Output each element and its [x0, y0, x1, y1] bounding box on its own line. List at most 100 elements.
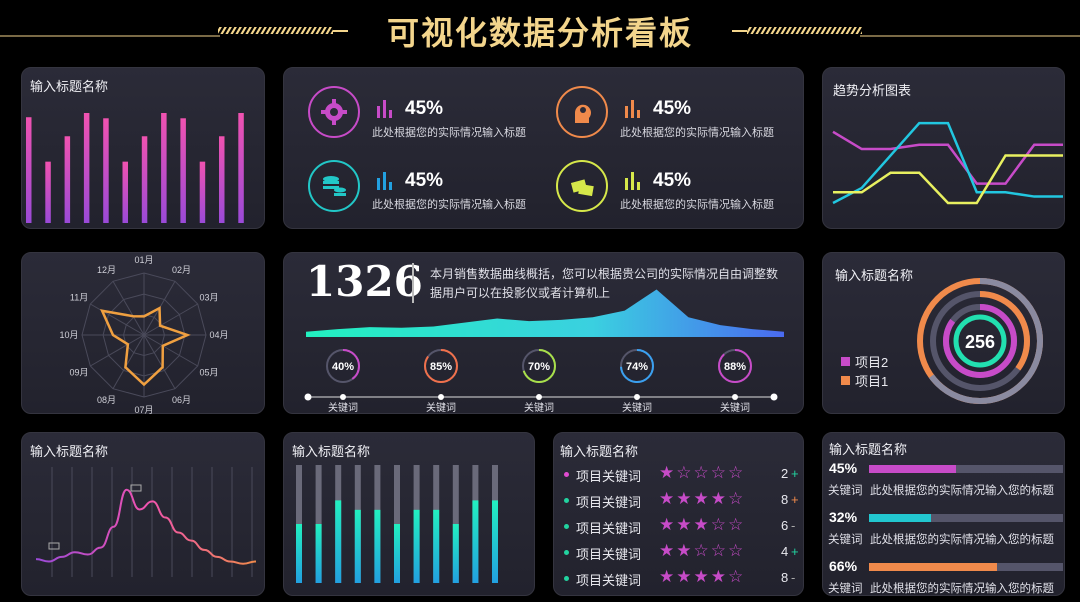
- keyword-label: 关键词: [328, 401, 358, 414]
- smooth-line: [35, 488, 257, 565]
- trend-line-chart: [832, 121, 1063, 205]
- bar: [161, 113, 167, 223]
- rating-row: 项目关键词 ★★★★☆ 8-: [554, 567, 805, 590]
- gear-icon: [308, 86, 360, 138]
- radar-chart: 01月 02月 03月 04月 05月 06月 07月 08月 09月 10月 11月 12月: [59, 255, 228, 415]
- marker-tag: [130, 484, 142, 492]
- column: [374, 509, 381, 583]
- timeline-dot: [340, 394, 346, 400]
- radar-spoke: [90, 303, 145, 336]
- keyword-label: 关键词: [622, 401, 652, 414]
- keyword-ring: [718, 349, 752, 383]
- panel-title: 输入标题名称: [835, 268, 914, 283]
- progress-row: 32% 关键词 此处根据您的实际情况输入您的标题: [823, 509, 1066, 553]
- divider: [412, 263, 414, 303]
- donut-chart: 256: [917, 278, 1043, 404]
- radar-label: 03月: [199, 293, 218, 303]
- progress-pct: 32%: [829, 509, 858, 525]
- stat-value: 45%: [405, 170, 444, 191]
- rating-row: 项目关键词 ★★☆☆☆ 4 +: [554, 541, 805, 564]
- sales-area: [306, 289, 784, 337]
- progress-track: [869, 514, 1063, 522]
- bar-chart-panel: 输入标题名称: [21, 67, 265, 229]
- donut-panel: 输入标题名称 256 项目2 项目1: [822, 252, 1065, 414]
- progress-keyword: 关键词: [828, 534, 863, 546]
- star-rating: ★★☆☆☆: [659, 541, 746, 561]
- rating-row: 项目关键词 ★★★★☆ 8 +: [554, 489, 805, 512]
- radar-series: [100, 306, 191, 387]
- bar-mini-icon: [625, 100, 640, 118]
- column-chart-panel: 输入标题名称: [283, 432, 535, 596]
- header-decoration: [0, 27, 1080, 37]
- column: [452, 524, 459, 583]
- keyword-label: 关键词: [524, 401, 554, 414]
- rating-label: 项目关键词: [576, 495, 642, 510]
- progress-fill: [869, 563, 998, 571]
- bar-mini-icon: [625, 172, 640, 190]
- radar-label: 05月: [199, 368, 218, 378]
- donut-ring-项目2: [943, 304, 1017, 378]
- keyword-pct: 88%: [724, 361, 746, 373]
- bar-mini-icon: [377, 100, 392, 118]
- rating-row: 项目关键词 ★☆☆☆☆ 2 +: [554, 463, 805, 486]
- trend-line-1: [832, 121, 1063, 205]
- timeline-dot: [732, 394, 738, 400]
- timeline-dot: [304, 393, 312, 401]
- legend-item-project2: 项目2: [841, 352, 888, 371]
- column-chart: [296, 465, 498, 583]
- timeline-dot: [438, 394, 444, 400]
- marker-tag: [48, 542, 60, 550]
- progress-panel: 输入标题名称 45% 关键词 此处根据您的实际情况输入您的标题 32% 关键词 此处根据您…: [822, 432, 1065, 596]
- rating-value: 8: [781, 570, 789, 585]
- keyword-ring: [326, 349, 360, 383]
- progress-track: [869, 563, 1063, 571]
- stat-label: 此处根据您的实际情况输入标题: [372, 199, 526, 211]
- radar-spoke: [112, 281, 145, 336]
- panel-title: 输入标题名称: [560, 444, 639, 459]
- star-rating: ★★★★☆: [659, 489, 746, 509]
- bar: [45, 161, 51, 223]
- bar: [64, 136, 71, 223]
- bar: [180, 118, 186, 223]
- rating-sign: +: [791, 492, 799, 507]
- progress-label: 此处根据您的实际情况输入您的标题: [870, 534, 1054, 546]
- panel-title: 输入标题名称: [292, 444, 371, 459]
- stat-label: 此处根据您的实际情况输入标题: [620, 127, 774, 139]
- bar: [26, 117, 32, 223]
- radar-spoke: [90, 334, 145, 367]
- sales-description: 本月销售数据曲线概括，您可以根据贵公司的实际情况自由调整数据用户可以在投影仪或者…: [430, 267, 779, 300]
- keyword-label: 关键词: [720, 401, 750, 414]
- panel-title: 趋势分析图表: [833, 83, 912, 98]
- radar-label: 08月: [97, 395, 116, 405]
- bullet-dot: [564, 498, 569, 503]
- keyword-pct: 85%: [430, 361, 452, 373]
- bullet-dot: [564, 576, 569, 581]
- progress-pct: 45%: [829, 460, 858, 476]
- progress-row: 66% 关键词 此处根据您的实际情况输入您的标题: [823, 558, 1066, 602]
- stats-panel: 45% 此处根据您的实际情况输入标题 45% 此处根据您的实际情况输入标题 45…: [283, 67, 804, 229]
- rating-sign: +: [791, 544, 799, 559]
- bar: [238, 113, 244, 223]
- bullet-dot: [564, 550, 569, 555]
- rating-sign: +: [791, 466, 799, 481]
- timeline-dot: [634, 394, 640, 400]
- keyword-label: 关键词: [426, 401, 456, 414]
- star-rating: ★★★☆☆: [659, 515, 746, 535]
- rating-row: 项目关键词 ★★★☆☆ 6-: [554, 515, 805, 538]
- legend-label: 项目1: [855, 374, 889, 389]
- progress-track: [869, 465, 1063, 473]
- keyword-ring: [424, 349, 458, 383]
- sales-number: 1326: [306, 257, 423, 306]
- money-icon: [556, 160, 608, 212]
- rating-label: 项目关键词: [576, 573, 642, 588]
- radar-label: 09月: [70, 368, 89, 378]
- progress-keyword: 关键词: [828, 485, 863, 497]
- progress-row: 45% 关键词 此处根据您的实际情况输入您的标题: [823, 460, 1066, 504]
- column: [354, 509, 361, 583]
- keyword-pct: 40%: [332, 361, 354, 373]
- donut-ring-outer-gray: [917, 278, 1043, 404]
- rating-value: 4: [781, 544, 789, 559]
- progress-pct: 66%: [829, 558, 858, 574]
- donut-ring-项目1: [930, 291, 1030, 391]
- progress-label: 此处根据您的实际情况输入您的标题: [870, 485, 1054, 497]
